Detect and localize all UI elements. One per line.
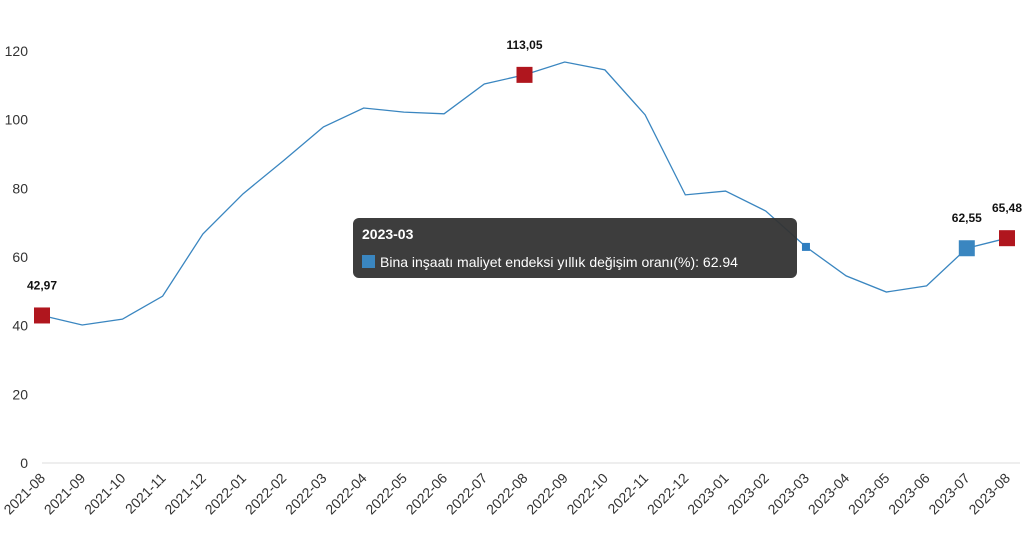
x-tick-label: 2022-12 xyxy=(644,470,692,518)
y-tick-label: 40 xyxy=(12,318,28,334)
tooltip-title: 2023-03 xyxy=(362,226,414,242)
x-tick-label: 2022-11 xyxy=(604,470,651,517)
y-tick-label: 120 xyxy=(5,43,29,59)
data-label: 113,05 xyxy=(506,38,542,52)
tooltip-swatch xyxy=(362,255,375,268)
y-tick-label: 20 xyxy=(12,386,28,402)
x-tick-label: 2021-12 xyxy=(161,470,209,518)
data-marker xyxy=(801,242,810,251)
x-tick-label: 2023-08 xyxy=(965,470,1013,518)
y-tick-label: 60 xyxy=(12,249,28,265)
x-tick-label: 2022-03 xyxy=(282,470,330,518)
x-tick-label: 2023-02 xyxy=(724,470,772,518)
data-marker xyxy=(34,307,50,324)
x-tick-label: 2022-06 xyxy=(403,470,451,518)
tooltip-text: Bina inşaatı maliyet endeksi yıllık deği… xyxy=(380,254,738,270)
data-label: 62,55 xyxy=(952,211,982,225)
x-tick-label: 2022-10 xyxy=(563,470,611,518)
x-tick-label: 2022-05 xyxy=(362,470,410,518)
x-tick-label: 2021-11 xyxy=(122,470,169,517)
x-tick-label: 2021-10 xyxy=(81,470,129,518)
data-marker xyxy=(516,66,533,83)
y-tick-label: 0 xyxy=(20,455,28,471)
data-line xyxy=(41,61,1008,326)
tooltip: 2023-03 Bina inşaatı maliyet endeksi yıll… xyxy=(353,218,797,278)
y-tick-label: 80 xyxy=(12,180,28,196)
x-tick-label: 2023-05 xyxy=(845,470,893,518)
x-tick-label: 2022-08 xyxy=(483,470,531,518)
y-tick-label: 100 xyxy=(5,112,29,128)
x-tick-label: 2023-01 xyxy=(684,470,732,518)
x-tick-label: 2021-08 xyxy=(0,470,48,518)
x-tick-label: 2022-01 xyxy=(202,470,250,518)
data-marker xyxy=(999,230,1015,247)
tooltip-box xyxy=(353,218,797,278)
data-label: 42,97 xyxy=(27,278,57,292)
x-tick-label: 2023-07 xyxy=(925,470,973,518)
x-tick-label: 2022-09 xyxy=(523,470,571,518)
x-tick-label: 2021-09 xyxy=(41,470,89,518)
x-tick-label: 2023-06 xyxy=(885,470,933,518)
x-tick-label: 2022-04 xyxy=(322,470,370,518)
x-tick-label: 2022-02 xyxy=(242,470,290,518)
x-tick-label: 2023-03 xyxy=(764,470,812,518)
x-tick-label: 2022-07 xyxy=(443,470,491,518)
data-marker xyxy=(958,240,975,257)
data-label: 65,48 xyxy=(992,201,1022,215)
x-tick-label: 2023-04 xyxy=(805,470,853,518)
